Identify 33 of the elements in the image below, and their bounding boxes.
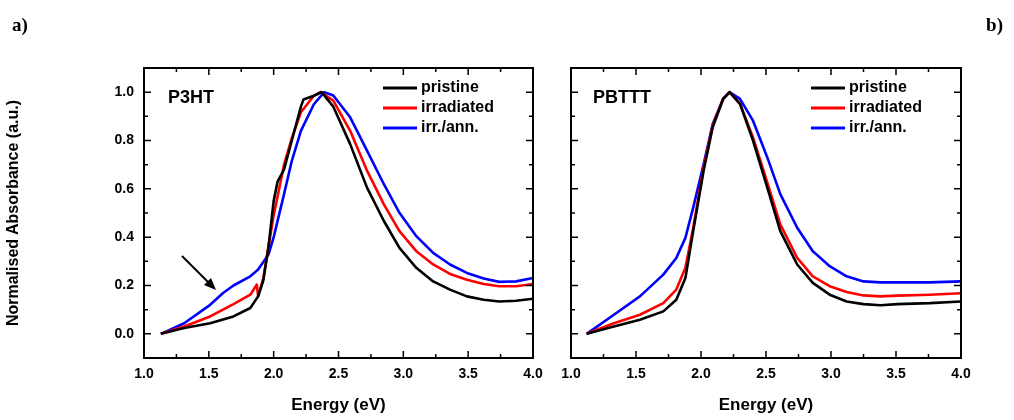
- legend-label: irradiated: [421, 98, 494, 116]
- y-tick-label: 0.6: [114, 179, 135, 196]
- x-axis-title: Energy (eV): [291, 395, 386, 415]
- legend-label: pristine: [421, 78, 479, 96]
- x-tick-label: 4.0: [523, 365, 543, 382]
- y-tick-label: 0.0: [114, 324, 135, 341]
- x-tick-label: 3.5: [458, 365, 479, 382]
- x-tick-label: 3.0: [821, 365, 841, 382]
- legend-label: irr./ann.: [849, 118, 907, 136]
- annotation: PBTTT: [593, 86, 651, 107]
- x-tick-label: 3.0: [393, 365, 414, 382]
- y-tick-label: 0.8: [114, 131, 135, 148]
- x-tick-label: 2.0: [263, 365, 284, 382]
- annotation: P3HT: [168, 86, 215, 107]
- x-tick-label: 4.0: [951, 365, 971, 382]
- legend-label: irr./ann.: [421, 118, 479, 136]
- text: a): [12, 13, 28, 36]
- x-tick-label: 1.5: [199, 365, 219, 382]
- legend-label: pristine: [849, 78, 907, 96]
- x-tick-label: 3.5: [886, 365, 906, 382]
- x-tick-label: 2.5: [328, 365, 349, 382]
- x-tick-label: 1.5: [626, 365, 646, 382]
- y-axis-title: Normalised Absorbance (a.u.): [4, 99, 22, 327]
- text: b): [986, 13, 1003, 36]
- x-axis-title: Energy (eV): [718, 395, 814, 415]
- y-tick-label: 1.0: [114, 83, 135, 100]
- x-tick-label: 1.0: [134, 365, 154, 382]
- y-tick-label: 0.4: [114, 228, 135, 245]
- x-tick-label: 1.0: [561, 365, 581, 382]
- x-tick-label: 2.0: [691, 365, 711, 382]
- y-tick-label: 0.2: [114, 276, 135, 293]
- legend-label: irradiated: [849, 98, 922, 116]
- x-tick-label: 2.5: [756, 365, 776, 382]
